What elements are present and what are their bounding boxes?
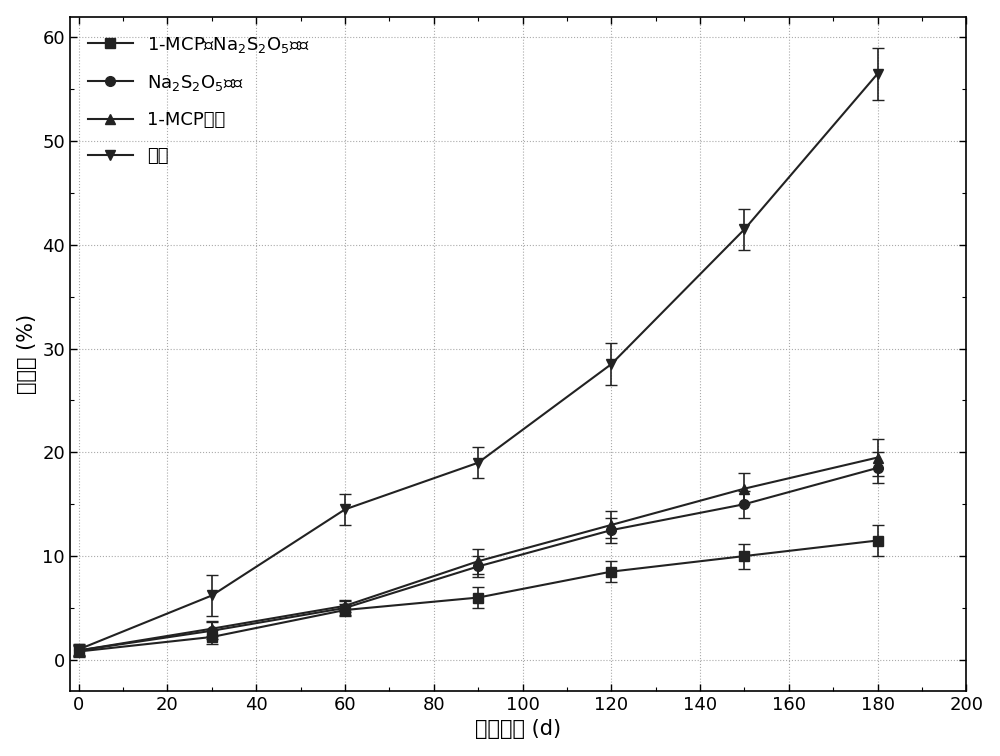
Legend: 1-MCP与Na$_2$S$_2$O$_5$处理, Na$_2$S$_2$O$_5$处理, 1-MCP处理, 对照: 1-MCP与Na$_2$S$_2$O$_5$处理, Na$_2$S$_2$O$_…	[79, 26, 319, 174]
X-axis label: 赐藏时间 (d): 赐藏时间 (d)	[475, 719, 561, 739]
Y-axis label: 失重率 (%): 失重率 (%)	[17, 314, 37, 394]
